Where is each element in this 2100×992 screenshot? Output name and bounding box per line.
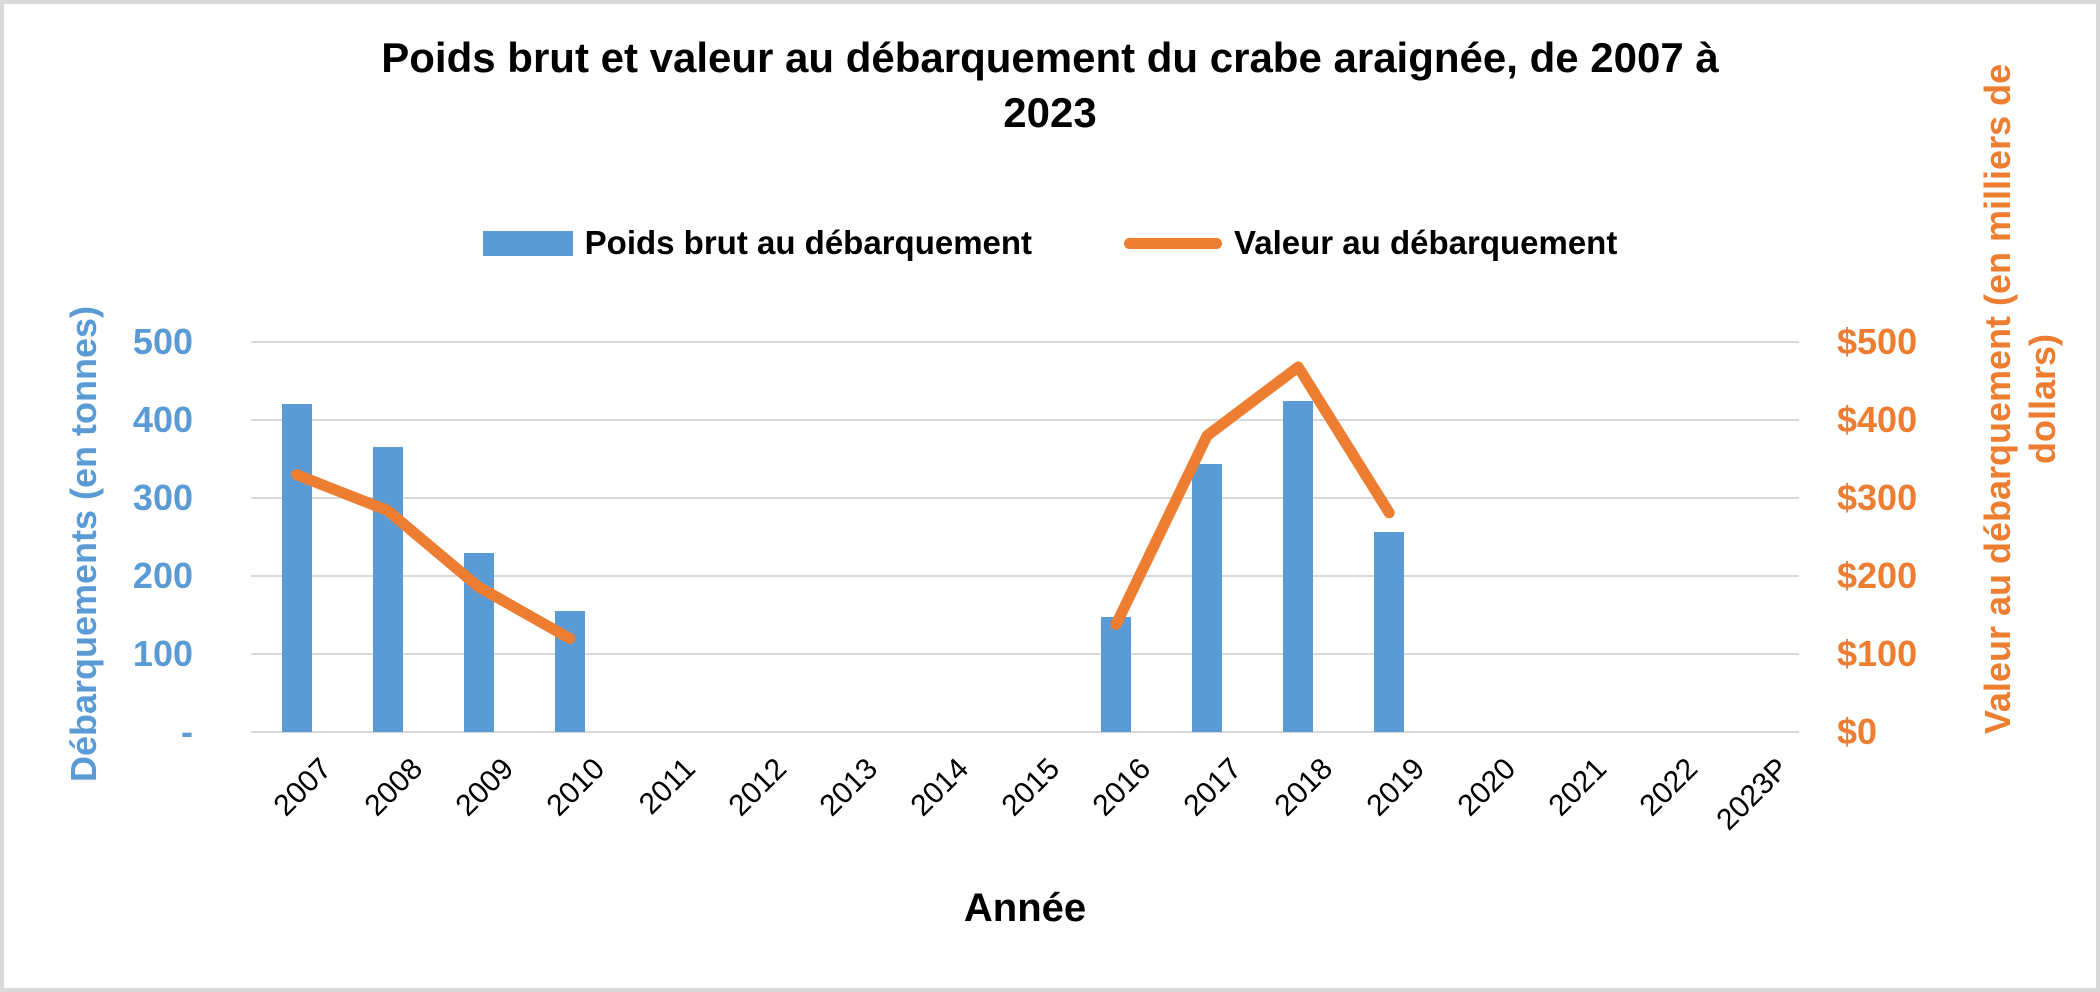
x-tick-2014: 2014 bbox=[904, 752, 976, 823]
x-tick-2022: 2022 bbox=[1633, 752, 1704, 823]
y-axis-left-title: Débarquements (en tonnes) bbox=[63, 305, 104, 783]
y-tick-right-300: $300 bbox=[1837, 477, 1918, 518]
x-tick-2017: 2017 bbox=[1177, 752, 1249, 823]
bar-2007 bbox=[281, 404, 312, 732]
x-tick-2018: 2018 bbox=[1268, 752, 1340, 823]
bar-2017 bbox=[1192, 464, 1223, 732]
gridline-500 bbox=[251, 341, 1799, 343]
x-axis-title: Année bbox=[963, 886, 1087, 930]
y-tick-left-300: 300 bbox=[132, 477, 193, 518]
legend-line-label: Valeur au débarquement bbox=[1234, 224, 1618, 261]
y-axis-right-title-line1: Valeur au débarquement (en milliers de bbox=[1977, 63, 2018, 735]
chart-title: Poids brut et valeur au débarquement du … bbox=[4, 30, 2096, 141]
x-tick-2010: 2010 bbox=[540, 752, 612, 823]
y-tick-right-100: $100 bbox=[1837, 633, 1918, 674]
y-tick-right-500: $500 bbox=[1837, 321, 1918, 362]
x-tick-2007: 2007 bbox=[267, 752, 338, 823]
gridline-300 bbox=[251, 497, 1799, 499]
bar-2008 bbox=[372, 447, 403, 732]
x-tick-2021: 2021 bbox=[1542, 752, 1613, 823]
chart-title-line2: 2023 bbox=[1003, 89, 1097, 137]
value-line-segment bbox=[291, 469, 576, 644]
y-axis-right-title-line2: dollars) bbox=[2022, 333, 2063, 465]
plot-area bbox=[251, 341, 1799, 733]
x-tick-2023P: 2023P bbox=[1710, 752, 1795, 837]
y-tick-right-400: $400 bbox=[1837, 399, 1918, 440]
bar-2016 bbox=[1101, 616, 1132, 732]
legend-bar-label: Poids brut au débarquement bbox=[584, 224, 1033, 261]
x-tick-2009: 2009 bbox=[449, 752, 520, 823]
x-tick-2013: 2013 bbox=[813, 752, 885, 823]
y-tick-right-200: $200 bbox=[1837, 555, 1918, 596]
legend-bar-swatch-icon bbox=[482, 230, 573, 256]
x-tick-2008: 2008 bbox=[358, 752, 429, 823]
y-tick-left-200: 200 bbox=[132, 555, 193, 596]
legend-item-line: Valeur au débarquement bbox=[1124, 224, 1617, 262]
x-tick-2015: 2015 bbox=[995, 752, 1067, 823]
gridline-100 bbox=[251, 653, 1799, 655]
gridline-200 bbox=[251, 575, 1799, 577]
x-tick-2019: 2019 bbox=[1360, 752, 1431, 823]
bar-2019 bbox=[1374, 531, 1405, 732]
gridline-0 bbox=[251, 731, 1799, 733]
x-tick-2012: 2012 bbox=[722, 752, 794, 823]
y-tick-right-0: $0 bbox=[1837, 711, 1878, 752]
x-tick-2020: 2020 bbox=[1451, 752, 1522, 823]
y-tick-left-0: - bbox=[181, 711, 193, 752]
y-tick-left-400: 400 bbox=[132, 399, 193, 440]
bar-2018 bbox=[1283, 401, 1314, 732]
y-tick-left-500: 500 bbox=[132, 321, 193, 362]
x-tick-2016: 2016 bbox=[1086, 752, 1158, 823]
value-line-layer bbox=[291, 361, 1395, 644]
value-line-segment bbox=[1110, 361, 1395, 630]
chart-title-line1: Poids brut et valeur au débarquement du … bbox=[381, 34, 1719, 81]
legend-line-swatch-icon bbox=[1124, 237, 1223, 249]
legend: Poids brut au débarquement Valeur au déb… bbox=[4, 224, 2096, 262]
y-axis-right-title: Valeur au débarquement (en milliers de d… bbox=[1975, 64, 2065, 734]
legend-item-bar: Poids brut au débarquement bbox=[482, 224, 1033, 262]
y-tick-left-100: 100 bbox=[132, 633, 193, 674]
x-tick-2011: 2011 bbox=[633, 752, 703, 821]
gridline-400 bbox=[251, 419, 1799, 421]
